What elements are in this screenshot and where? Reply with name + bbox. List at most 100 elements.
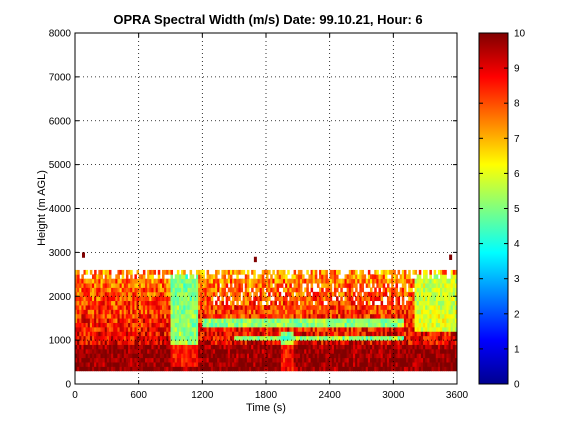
heatmap-cell [369,366,373,372]
heatmap-cell [310,322,314,328]
heatmap-cell [425,348,428,354]
heatmap-cell [102,300,106,306]
heatmap-cell [321,366,324,372]
heatmap-cell [168,305,171,310]
heatmap-cell [77,335,80,341]
heatmap-cell [178,331,182,337]
heatmap-cell [359,269,362,275]
heatmap-cell [89,344,93,350]
heatmap-cell [164,362,167,367]
heatmap-cell [291,278,294,284]
heatmap-cell [96,287,99,293]
heatmap-cell [261,357,265,363]
heatmap-cell [108,322,112,328]
heatmap-cell [393,269,396,275]
heatmap-cell [331,362,335,367]
heatmap-cell [454,287,458,293]
heatmap-cell [299,305,303,310]
heatmap-cell [410,283,413,288]
heatmap-cell [134,296,137,302]
heatmap-cell [246,269,250,275]
heatmap-cell [132,353,135,359]
heatmap-cell [198,278,201,284]
heatmap-cell [420,278,424,284]
heatmap-cell [325,318,328,323]
heatmap-cell [361,300,365,306]
heatmap-cell [399,340,403,345]
heatmap-cell [81,287,84,293]
heatmap-cell [106,366,110,372]
heatmap-cell [437,331,441,337]
heatmap-cell [295,287,299,293]
heatmap-cell [446,283,449,288]
heatmap-cell [408,348,411,354]
heatmap-cell [268,340,271,345]
heatmap-cell [77,353,80,359]
heatmap-cell [295,353,299,359]
heatmap-cell [285,362,288,367]
heatmap-cell [170,300,174,306]
heatmap-cell [81,335,84,341]
heatmap-cell [178,283,182,288]
heatmap-cell [189,291,193,297]
heatmap-cell [119,313,123,319]
heatmap-cell [355,309,358,315]
heatmap-cell [333,344,337,350]
heatmap-cell [187,322,190,328]
heatmap-cell [181,326,184,332]
heatmap-cell [174,331,178,337]
heatmap-cell [433,322,437,328]
heatmap-cell [94,357,97,363]
heatmap-cell [329,291,333,297]
heatmap-cell [302,326,305,332]
heatmap-cell [359,340,362,345]
heatmap-cell [380,348,384,354]
heatmap-cell [408,300,411,306]
heatmap-cell [391,366,394,372]
heatmap-cell [344,322,348,328]
heatmap-cell [249,331,252,337]
heatmap-cell [96,305,99,310]
heatmap-cell [393,340,396,345]
heatmap-cell [185,274,188,280]
heatmap-cell [416,335,420,341]
heatmap-cell [253,362,256,367]
heatmap-cell [132,366,135,372]
heatmap-cell [350,362,354,367]
heatmap-cell [386,305,390,310]
heatmap-cell [425,357,428,363]
heatmap-cell [172,340,176,345]
heatmap-cell [399,353,403,359]
heatmap-cell [397,309,401,315]
heatmap-cell [369,296,373,302]
heatmap-cell [414,291,418,297]
heatmap-cell [308,344,311,350]
heatmap-cell [162,366,165,372]
heatmap-cell [123,335,127,341]
heatmap-cell [393,331,396,337]
heatmap-cell [232,318,235,323]
heatmap-cell [234,305,237,310]
heatmap-cell [238,344,241,350]
heatmap-cell [427,366,430,372]
heatmap-cell [327,331,331,337]
heatmap-cell [151,283,154,288]
heatmap-cell [206,287,210,293]
heatmap-cell [410,344,413,350]
heatmap-cell [302,318,305,323]
heatmap-cell [215,326,218,332]
heatmap-cell [391,269,394,275]
heatmap-cell [363,318,367,323]
heatmap-cell [189,283,193,288]
heatmap-cell [244,296,248,302]
heatmap-cell [321,318,324,323]
heatmap-cell [327,296,331,302]
heatmap-cell [406,357,409,363]
heatmap-cell [442,366,445,372]
heatmap-cell [244,326,248,332]
heatmap-cell [212,326,216,332]
heatmap-cell [382,309,386,315]
heatmap-cell [255,357,258,363]
heatmap-cell [232,278,235,284]
heatmap-cell [331,340,335,345]
